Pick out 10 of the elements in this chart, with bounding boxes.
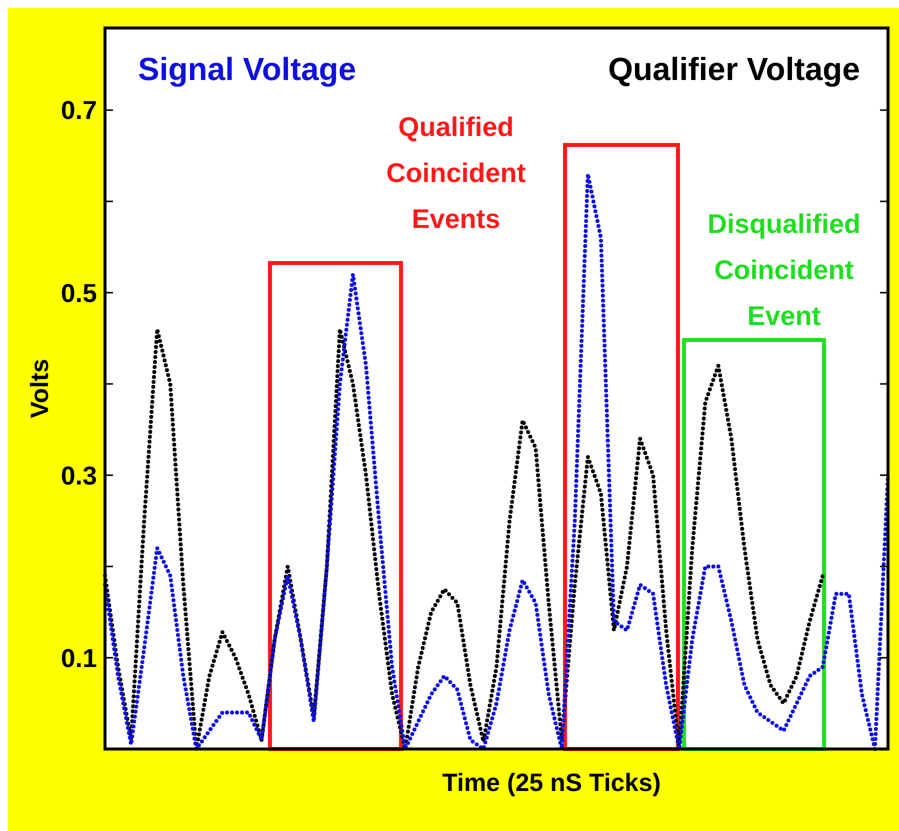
y-tick-label: 0.3 <box>60 460 97 490</box>
text: Qualifier Voltage <box>608 51 860 87</box>
y-tick-label: 0.7 <box>60 95 97 126</box>
y-tick-label: 0.5 <box>60 278 97 308</box>
text: Signal Voltage <box>138 51 356 87</box>
y-axis-title: Volts <box>26 358 54 418</box>
annotation: Disqualified Coincident Event <box>707 209 861 331</box>
annotation: Qualified Coincident Events <box>386 112 526 234</box>
y-tick-label: 0.1 <box>60 642 97 673</box>
x-axis-title: Time (25 nS Ticks) <box>442 769 661 797</box>
